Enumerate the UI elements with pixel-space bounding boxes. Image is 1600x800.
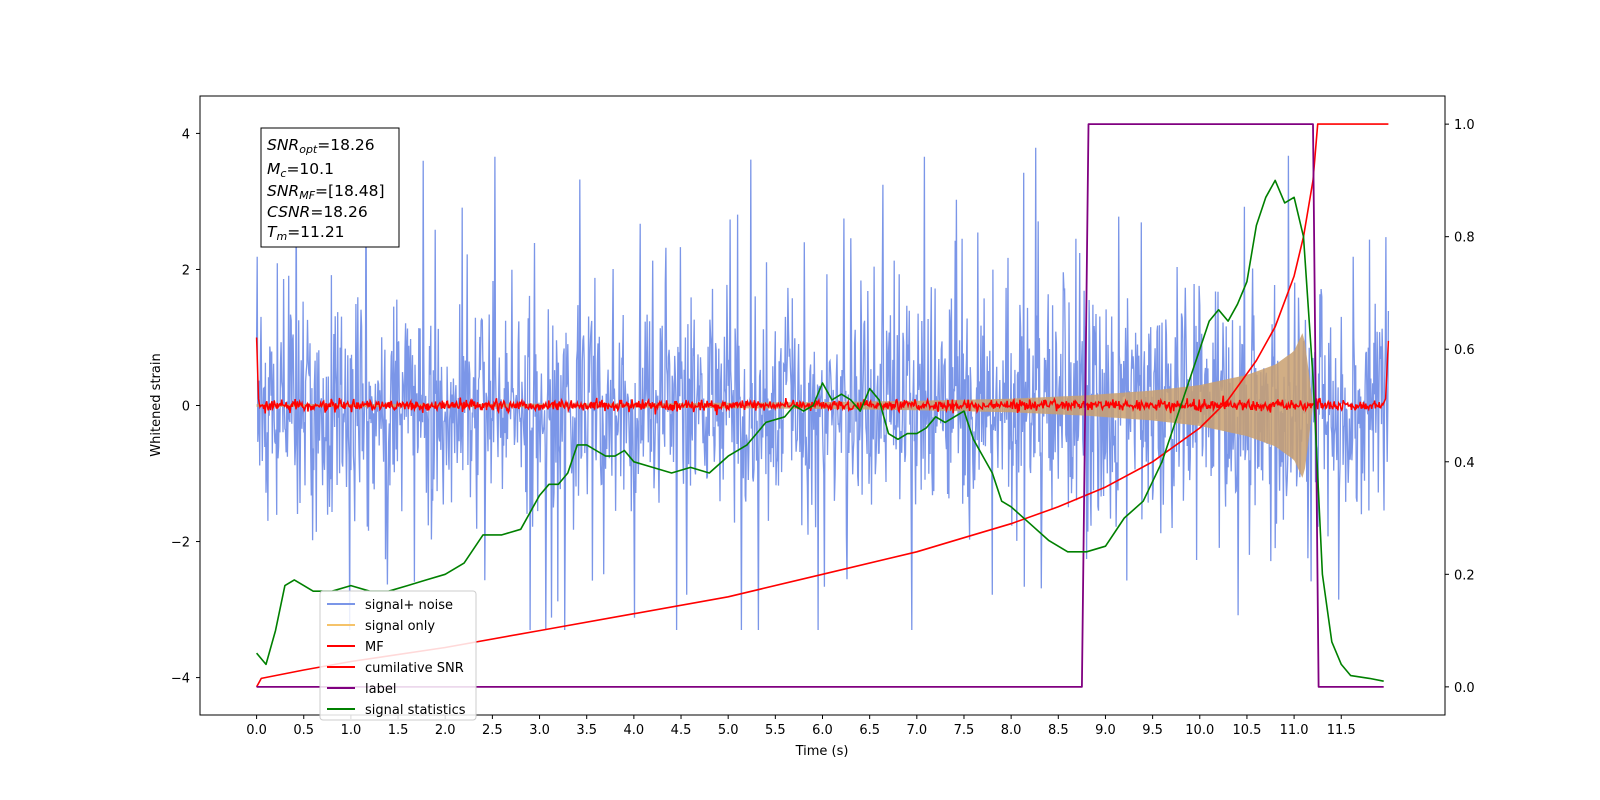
series-signal-statistics — [255, 179, 1384, 682]
y2-tick-label: 1.0 — [1454, 118, 1475, 133]
series-mf — [255, 337, 1390, 416]
info-box: SNRopt=18.26 Mc=10.1 SNRMF=[18.48] CSNR=… — [260, 127, 400, 248]
y-axis-left: −4 −2 0 2 4 — [171, 127, 200, 687]
x-axis-label: Time (s) — [795, 744, 849, 759]
x-tick-label: 2.5 — [482, 723, 503, 738]
series-label — [256, 123, 1384, 688]
legend-signal-only-text: signal only — [365, 619, 435, 634]
legend-frame — [319, 590, 477, 721]
y-tick-label: 2 — [182, 263, 190, 278]
y-tick-label: −4 — [171, 672, 190, 687]
series-signal-noise — [255, 146, 1390, 631]
x-tick-label: 6.5 — [859, 723, 880, 738]
info-snr-mf: SNRMF=[18.48] — [267, 182, 385, 202]
x-tick-label: 7.5 — [954, 723, 975, 738]
info-snr-opt: SNRopt=18.26 — [267, 136, 375, 156]
info-box-frame — [260, 127, 400, 248]
x-tick-label: 8.0 — [1001, 723, 1022, 738]
legend-signal-statistics-text: signal statistics — [365, 703, 466, 718]
y2-tick-label: 0.0 — [1454, 681, 1475, 696]
info-csnr: CSNR=18.26 — [267, 203, 368, 221]
legend-mf-text: MF — [365, 640, 384, 655]
x-tick-label: 1.0 — [341, 723, 362, 738]
legend-signal-noise-text: signal+ noise — [365, 598, 453, 613]
y2-tick-label: 0.2 — [1454, 568, 1475, 583]
x-tick-label: 5.0 — [718, 723, 739, 738]
legend-cumulative-snr-text: cumilative SNR — [365, 661, 464, 676]
x-tick-label: 4.5 — [671, 723, 692, 738]
y2-tick-label: 0.8 — [1454, 231, 1475, 246]
x-tick-label: 6.0 — [812, 723, 833, 738]
x-tick-label: 5.5 — [765, 723, 786, 738]
x-tick-label: 8.5 — [1048, 723, 1069, 738]
x-tick-label: 10.5 — [1232, 723, 1261, 738]
x-tick-label: 11.0 — [1280, 723, 1309, 738]
x-tick-label: 3.0 — [529, 723, 550, 738]
y2-tick-label: 0.6 — [1454, 343, 1475, 358]
x-tick-label: 7.0 — [906, 723, 927, 738]
x-tick-label: 10.0 — [1185, 723, 1214, 738]
y-axis-label: Whitened strain — [149, 353, 164, 456]
x-tick-label: 3.5 — [576, 723, 597, 738]
x-tick-label: 4.0 — [624, 723, 645, 738]
x-tick-label: 9.0 — [1095, 723, 1116, 738]
info-tm: Tm=11.21 — [267, 223, 345, 243]
x-tick-label: 0.5 — [293, 723, 314, 738]
x-tick-label: 9.5 — [1142, 723, 1163, 738]
x-tick-label: 11.5 — [1327, 723, 1356, 738]
legend: signal+ noise signal only MF cumilative SNR… — [319, 590, 477, 721]
y2-tick-label: 0.4 — [1454, 456, 1475, 471]
x-axis: 0.0 0.5 1.0 1.5 2.0 2.5 3.0 3.5 4.0 4.5 5.0 5.5 6.0 6… — [246, 715, 1356, 738]
x-tick-label: 1.5 — [388, 723, 409, 738]
x-tick-label: 0.0 — [246, 723, 267, 738]
legend-label-text: label — [365, 682, 396, 697]
x-tick-label: 2.0 — [435, 723, 456, 738]
y-tick-label: 4 — [182, 127, 190, 142]
y-tick-label: 0 — [182, 400, 190, 415]
y-tick-label: −2 — [171, 536, 190, 551]
y-axis-right: 0.0 0.2 0.4 0.6 0.8 1.0 — [1445, 118, 1475, 696]
info-mc: Mc=10.1 — [267, 160, 334, 180]
